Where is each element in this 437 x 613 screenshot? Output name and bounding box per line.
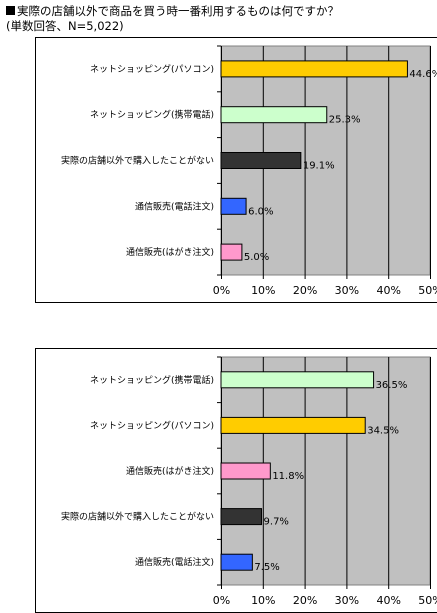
data-label: 9.7% <box>264 517 289 528</box>
data-label: 25.3% <box>329 115 361 126</box>
data-label: 19.1% <box>303 161 335 172</box>
data-label: 7.5% <box>254 562 279 573</box>
x-tick-label: 40% <box>376 594 400 607</box>
x-tick-label: 20% <box>293 594 317 607</box>
category-label: ネットショッピング(携帯電話) <box>90 374 214 386</box>
bar <box>220 60 408 78</box>
bar-chart-1: 0% 10% 20% 30% 40% 50% ネットショッピング(パソコン) 44.6% ネット… <box>61 45 437 297</box>
bar <box>220 197 247 215</box>
page-title: 実際の店舗以外で商品を買う時一番利用するものは何ですか？ <box>17 4 339 18</box>
x-tick-label: 0% <box>213 284 230 297</box>
x-tick-label: 10% <box>251 594 275 607</box>
category-label: ネットショッピング(パソコン) <box>90 63 214 75</box>
category-label: ネットショッピング(携帯電話) <box>90 109 214 121</box>
category-label: 実際の店舗以外で購入したことがない <box>61 155 214 167</box>
bar <box>220 553 253 571</box>
data-label: 36.5% <box>376 380 408 391</box>
bar <box>220 106 328 124</box>
chart-panel-2: 0% 10% 20% 30% 40% 50% ネットショッピング(携帯電話) 36.5% ネット… <box>35 348 437 613</box>
data-label: 34.5% <box>367 425 399 436</box>
category-label: 通信販売(はがき注文) <box>126 465 214 477</box>
bar <box>220 508 263 526</box>
data-label: 6.0% <box>248 206 273 217</box>
bar <box>220 152 302 169</box>
category-label: 通信販売(電話注文) <box>135 556 214 568</box>
chart-title-block: 実際の店舗以外で商品を買う時一番利用するものは何ですか？ (単数回答、N=5,0… <box>6 4 339 34</box>
bar <box>220 416 366 434</box>
bar <box>220 243 243 261</box>
page-subtitle: (単数回答、N=5,022) <box>6 19 124 33</box>
category-label: 実際の店舗以外で購入したことがない <box>61 511 214 523</box>
category-label: 通信販売(電話注文) <box>135 200 214 212</box>
bullet-square-icon <box>6 6 15 15</box>
category-label: 通信販売(はがき注文) <box>126 246 214 258</box>
chart-panel-1: 0% 10% 20% 30% 40% 50% ネットショッピング(パソコン) 44.6% ネット… <box>35 37 437 303</box>
x-tick-label: 40% <box>376 284 400 297</box>
x-tick-label: 50% <box>418 594 437 607</box>
x-tick-label: 30% <box>335 284 359 297</box>
x-tick-label: 30% <box>335 594 359 607</box>
bar <box>220 462 271 480</box>
x-tick-label: 20% <box>293 284 317 297</box>
data-label: 44.6% <box>409 69 437 80</box>
x-tick-label: 50% <box>418 284 437 297</box>
category-label: ネットショッピング(パソコン) <box>90 419 214 431</box>
data-label: 11.8% <box>272 471 304 482</box>
title-line: 実際の店舗以外で商品を買う時一番利用するものは何ですか？ <box>6 4 339 19</box>
bar <box>220 371 375 389</box>
x-tick-label: 10% <box>251 284 275 297</box>
x-tick-label: 0% <box>213 594 230 607</box>
data-label: 5.0% <box>244 252 269 263</box>
bar-chart-2: 0% 10% 20% 30% 40% 50% ネットショッピング(携帯電話) 36.5% ネット… <box>61 356 437 607</box>
